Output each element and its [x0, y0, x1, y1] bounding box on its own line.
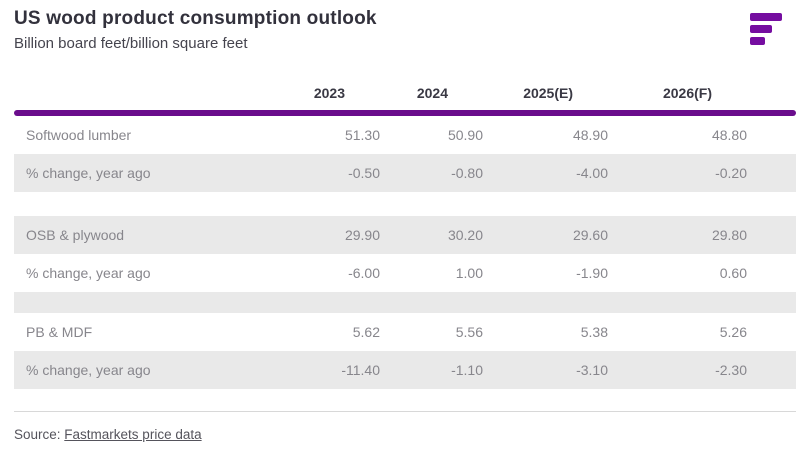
- table-row-pb-mdf: PB & MDF 5.62 5.56 5.38 5.26: [14, 313, 796, 351]
- cell-value: 29.80: [711, 227, 747, 243]
- column-header-2024: 2024: [416, 84, 448, 101]
- source-link[interactable]: Fastmarkets price data: [64, 427, 202, 442]
- figure-subtitle: Billion board feet/billion square feet: [14, 35, 248, 52]
- purple-header-rule: [14, 110, 796, 116]
- column-header-2023: 2023: [313, 84, 345, 101]
- logo-bar-bottom: [750, 37, 765, 45]
- cell-value: -1.10: [451, 362, 483, 378]
- cell-value: -4.00: [576, 165, 608, 181]
- cell-value: 5.26: [719, 324, 747, 340]
- cell-value: 51.30: [344, 127, 380, 143]
- column-header-2025e: 2025(E): [523, 84, 573, 101]
- row-label: PB & MDF: [26, 324, 93, 340]
- footer-divider: [14, 411, 796, 412]
- table-row-pb-mdf-pct-change: % change, year ago -11.40 -1.10 -3.10 -2…: [14, 351, 796, 389]
- cell-value: -6.00: [348, 265, 380, 281]
- cell-value: 48.80: [711, 127, 747, 143]
- cell-value: 50.90: [447, 127, 483, 143]
- cell-value: -1.90: [576, 265, 608, 281]
- row-label: OSB & plywood: [26, 227, 125, 243]
- row-label: % change, year ago: [26, 362, 151, 378]
- table-row-softwood-pct-change: % change, year ago -0.50 -0.80 -4.00 -0.…: [14, 154, 796, 192]
- source-line: Source: Fastmarkets price data: [14, 427, 202, 442]
- cell-value: -3.10: [576, 362, 608, 378]
- logo-bar-middle: [750, 25, 772, 33]
- table-row-osb-plywood: OSB & plywood 29.90 30.20 29.60 29.80: [14, 216, 796, 254]
- logo-bar-top: [750, 13, 782, 21]
- table-row-osb-pct-change: % change, year ago -6.00 1.00 -1.90 0.60: [14, 254, 796, 292]
- cell-value: -11.40: [341, 362, 380, 378]
- fastmarkets-logo-icon: [750, 13, 784, 45]
- cell-value: -2.30: [715, 362, 747, 378]
- cell-value: 5.62: [352, 324, 380, 340]
- column-header-2026f: 2026(F): [662, 84, 712, 101]
- row-label: Softwood lumber: [26, 127, 132, 143]
- row-label: % change, year ago: [26, 265, 151, 281]
- cell-value: -0.50: [348, 165, 380, 181]
- consumption-table: 2023 2024 2025(E) 2026(F) Softwood lumbe…: [14, 75, 796, 389]
- cell-value: 48.90: [572, 127, 608, 143]
- cell-value: 1.00: [455, 265, 483, 281]
- cell-value: -0.20: [715, 165, 747, 181]
- cell-value: 0.60: [719, 265, 747, 281]
- cell-value: -0.80: [451, 165, 483, 181]
- spacer-row: [14, 192, 796, 216]
- source-prefix: Source:: [14, 427, 61, 442]
- table-row-softwood-lumber: Softwood lumber 51.30 50.90 48.90 48.80: [14, 116, 796, 154]
- cell-value: 5.38: [580, 324, 608, 340]
- spacer-row: [14, 292, 796, 313]
- cell-value: 29.60: [572, 227, 608, 243]
- table-header-row: 2023 2024 2025(E) 2026(F): [14, 75, 796, 110]
- figure-header: US wood product consumption outlook Bill…: [14, 7, 377, 53]
- cell-value: 30.20: [447, 227, 483, 243]
- row-label: % change, year ago: [26, 165, 151, 181]
- cell-value: 29.90: [344, 227, 380, 243]
- figure-title: US wood product consumption outlook: [14, 8, 377, 29]
- cell-value: 5.56: [455, 324, 483, 340]
